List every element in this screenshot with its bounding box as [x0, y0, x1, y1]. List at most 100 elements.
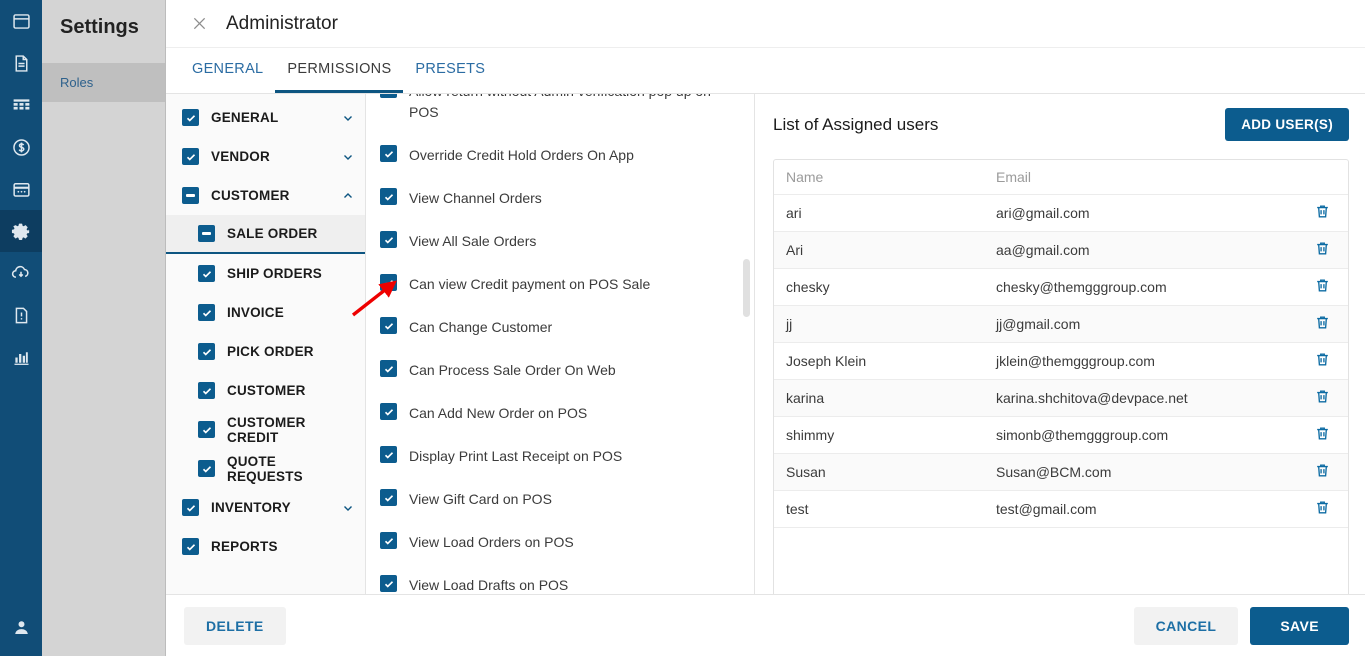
tree-node-label: PICK ORDER — [227, 344, 314, 359]
tree-node-pick-order[interactable]: PICK ORDER — [166, 332, 365, 371]
permission-row[interactable]: Can Process Sale Order On Web — [380, 349, 736, 392]
permission-row[interactable]: Display Print Last Receipt on POS — [380, 435, 736, 478]
checkbox-checked-icon[interactable] — [380, 145, 397, 162]
cancel-button[interactable]: CANCEL — [1133, 606, 1239, 645]
tree-node-customer-child[interactable]: CUSTOMER — [166, 371, 365, 410]
tree-node-quote-requests[interactable]: QUOTE REQUESTS — [166, 449, 365, 488]
settings-title: Settings — [60, 16, 139, 38]
trash-icon[interactable] — [1314, 462, 1331, 482]
permission-row[interactable]: View Gift Card on POS — [380, 478, 736, 521]
gear-icon[interactable] — [0, 210, 42, 252]
table-row[interactable]: karina karina.shchitova@devpace.net — [774, 379, 1348, 417]
tab-permissions[interactable]: PERMISSIONS — [275, 48, 404, 93]
dollar-coin-icon[interactable] — [0, 126, 42, 168]
user-account-icon[interactable] — [0, 606, 42, 648]
save-button[interactable]: SAVE — [1250, 606, 1349, 645]
checkbox-checked-icon[interactable] — [380, 274, 397, 291]
grid-table-icon[interactable] — [0, 84, 42, 126]
table-row[interactable]: ari ari@gmail.com — [774, 194, 1348, 232]
column-header-name[interactable]: Name — [774, 160, 984, 195]
checkbox-checked-icon[interactable] — [380, 94, 397, 98]
permission-label: View Load Drafts on POS — [409, 577, 569, 593]
checkbox-checked-icon[interactable] — [380, 446, 397, 463]
close-icon[interactable] — [186, 11, 212, 37]
tree-node-general[interactable]: GENERAL — [166, 98, 365, 137]
tree-node-reports[interactable]: REPORTS — [166, 527, 365, 566]
checkbox-checked-icon[interactable] — [380, 231, 397, 248]
checkbox-checked-icon[interactable] — [182, 538, 199, 555]
tab-presets[interactable]: PRESETS — [415, 61, 486, 77]
trash-icon[interactable] — [1314, 277, 1331, 297]
trash-icon[interactable] — [1314, 314, 1331, 334]
assigned-users-table-wrapper: Name Email ari ari@gmail.com — [773, 159, 1349, 656]
checkbox-checked-icon[interactable] — [380, 188, 397, 205]
calendar-icon[interactable] — [0, 168, 42, 210]
permission-row[interactable]: View Load Drafts on POS — [380, 564, 736, 594]
table-row[interactable]: Ari aa@gmail.com — [774, 231, 1348, 269]
cell-name: test — [774, 490, 984, 528]
cell-email: aa@gmail.com — [984, 231, 1294, 269]
permission-row[interactable]: View Channel Orders — [380, 177, 736, 220]
tree-node-inventory[interactable]: INVENTORY — [166, 488, 365, 527]
permission-row[interactable]: Can Change Customer — [380, 306, 736, 349]
tree-node-vendor[interactable]: VENDOR — [166, 137, 365, 176]
chevron-down-icon[interactable] — [341, 501, 355, 515]
checkbox-checked-icon[interactable] — [198, 382, 215, 399]
tree-node-customer-credit[interactable]: CUSTOMER CREDIT — [166, 410, 365, 449]
checkbox-checked-icon[interactable] — [380, 575, 397, 592]
checkbox-indeterminate-icon[interactable] — [182, 187, 199, 204]
trash-icon[interactable] — [1314, 240, 1331, 260]
checkbox-checked-icon[interactable] — [198, 304, 215, 321]
scrollbar-thumb[interactable] — [743, 259, 750, 317]
tree-node-customer[interactable]: CUSTOMER — [166, 176, 365, 215]
chevron-up-icon[interactable] — [341, 189, 355, 203]
permission-list-scrollbar[interactable] — [743, 94, 752, 594]
checkbox-checked-icon[interactable] — [182, 499, 199, 516]
trash-icon[interactable] — [1314, 425, 1331, 445]
checkbox-checked-icon[interactable] — [198, 265, 215, 282]
modal-dim-overlay[interactable] — [42, 0, 166, 656]
tab-general[interactable]: GENERAL — [192, 61, 264, 77]
tree-node-invoice[interactable]: INVOICE — [166, 293, 365, 332]
checkbox-checked-icon[interactable] — [182, 109, 199, 126]
checkbox-checked-icon[interactable] — [182, 148, 199, 165]
checkbox-checked-icon[interactable] — [380, 403, 397, 420]
delete-button[interactable]: DELETE — [184, 606, 286, 645]
trash-icon[interactable] — [1314, 499, 1331, 519]
table-row[interactable]: test test@gmail.com — [774, 490, 1348, 528]
table-row[interactable]: Susan Susan@BCM.com — [774, 453, 1348, 491]
permission-row[interactable]: Can Add New Order on POS — [380, 392, 736, 435]
permission-row[interactable]: View Load Orders on POS — [380, 521, 736, 564]
sidebar-item-roles[interactable]: Roles — [42, 63, 165, 102]
trash-icon[interactable] — [1314, 351, 1331, 371]
checkbox-checked-icon[interactable] — [380, 360, 397, 377]
tree-node-ship-orders[interactable]: SHIP ORDERS — [166, 254, 365, 293]
checkbox-checked-icon[interactable] — [198, 343, 215, 360]
permission-row[interactable]: View All Sale Orders — [380, 220, 736, 263]
inbox-icon[interactable] — [0, 0, 42, 42]
tree-node-sale-order[interactable]: SALE ORDER — [166, 215, 365, 254]
trash-icon[interactable] — [1314, 203, 1331, 223]
document-icon[interactable] — [0, 42, 42, 84]
cloud-download-icon[interactable] — [0, 252, 42, 294]
table-row[interactable]: jj jj@gmail.com — [774, 305, 1348, 343]
checkbox-checked-icon[interactable] — [380, 317, 397, 334]
bar-chart-icon[interactable] — [0, 336, 42, 378]
permission-row-credit-payment[interactable]: Can view Credit payment on POS Sale — [380, 263, 736, 306]
table-row[interactable]: chesky chesky@themgggroup.com — [774, 268, 1348, 306]
add-users-button[interactable]: ADD USER(S) — [1225, 108, 1349, 141]
checkbox-checked-icon[interactable] — [198, 421, 215, 438]
chevron-down-icon[interactable] — [341, 150, 355, 164]
column-header-email[interactable]: Email — [984, 160, 1294, 195]
checkbox-checked-icon[interactable] — [380, 532, 397, 549]
checkbox-checked-icon[interactable] — [380, 489, 397, 506]
checkbox-indeterminate-icon[interactable] — [198, 225, 215, 242]
table-row[interactable]: shimmy simonb@themgggroup.com — [774, 416, 1348, 454]
chevron-down-icon[interactable] — [341, 111, 355, 125]
alert-document-icon[interactable] — [0, 294, 42, 336]
permission-row[interactable]: Allow return without Admin verification … — [380, 94, 736, 134]
table-row[interactable]: Joseph Klein jklein@themgggroup.com — [774, 342, 1348, 380]
trash-icon[interactable] — [1314, 388, 1331, 408]
checkbox-checked-icon[interactable] — [198, 460, 215, 477]
permission-row[interactable]: Override Credit Hold Orders On App — [380, 134, 736, 177]
